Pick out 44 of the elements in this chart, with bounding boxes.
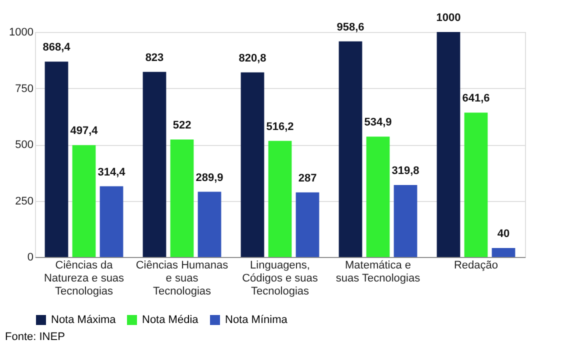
y-tick-label: 750 xyxy=(15,82,34,95)
data-label: 958,6 xyxy=(336,21,364,34)
legend-label: Nota Média xyxy=(142,314,200,326)
data-label: 522 xyxy=(172,120,192,132)
data-label: 820,8 xyxy=(238,52,266,64)
y-tick-label: 250 xyxy=(15,195,34,208)
source-note: Fonte: INEP xyxy=(5,331,65,343)
bar xyxy=(170,140,194,257)
data-label: 1000 xyxy=(436,12,461,24)
data-label: 287 xyxy=(298,172,317,184)
data-label: 641,6 xyxy=(462,92,490,105)
legend-label: Nota Mínima xyxy=(225,314,288,326)
y-tick-label: 1000 xyxy=(9,26,34,38)
data-label: 319,8 xyxy=(392,165,420,178)
bar xyxy=(464,112,488,257)
x-tick-label: Linguagens, Códigos e suas Tecnologias xyxy=(242,260,318,298)
bar xyxy=(268,140,292,257)
bar xyxy=(44,62,68,257)
data-label: 314,4 xyxy=(98,166,126,178)
data-label: 534,9 xyxy=(364,116,392,129)
legend-label: Nota Máxima xyxy=(51,314,117,326)
data-label: 868,4 xyxy=(42,42,72,54)
bar xyxy=(492,248,516,257)
bar xyxy=(338,41,362,257)
bar xyxy=(296,192,320,257)
bar xyxy=(72,145,96,257)
bar xyxy=(142,72,166,257)
y-tick-label: 0 xyxy=(27,252,34,264)
x-tick-label: Ciências da Natureza e suas Tecnologias xyxy=(44,260,125,298)
y-tick-label: 500 xyxy=(15,139,34,151)
bar xyxy=(100,186,124,257)
data-label: 289,9 xyxy=(196,172,224,184)
bar xyxy=(240,72,264,257)
data-label: 40 xyxy=(497,228,510,240)
x-tick-label: Redação xyxy=(454,260,498,272)
bar xyxy=(436,32,460,257)
x-tick-label: Ciências Humanas e suas Tecnologias xyxy=(136,260,229,298)
data-label: 823 xyxy=(145,52,164,64)
bar xyxy=(366,136,390,257)
data-label: 497,4 xyxy=(70,125,99,138)
x-tick-label: Matemática e suas Tecnologias xyxy=(336,260,421,284)
data-label: 516,2 xyxy=(266,120,294,133)
bar xyxy=(198,192,222,257)
bar xyxy=(394,185,418,257)
